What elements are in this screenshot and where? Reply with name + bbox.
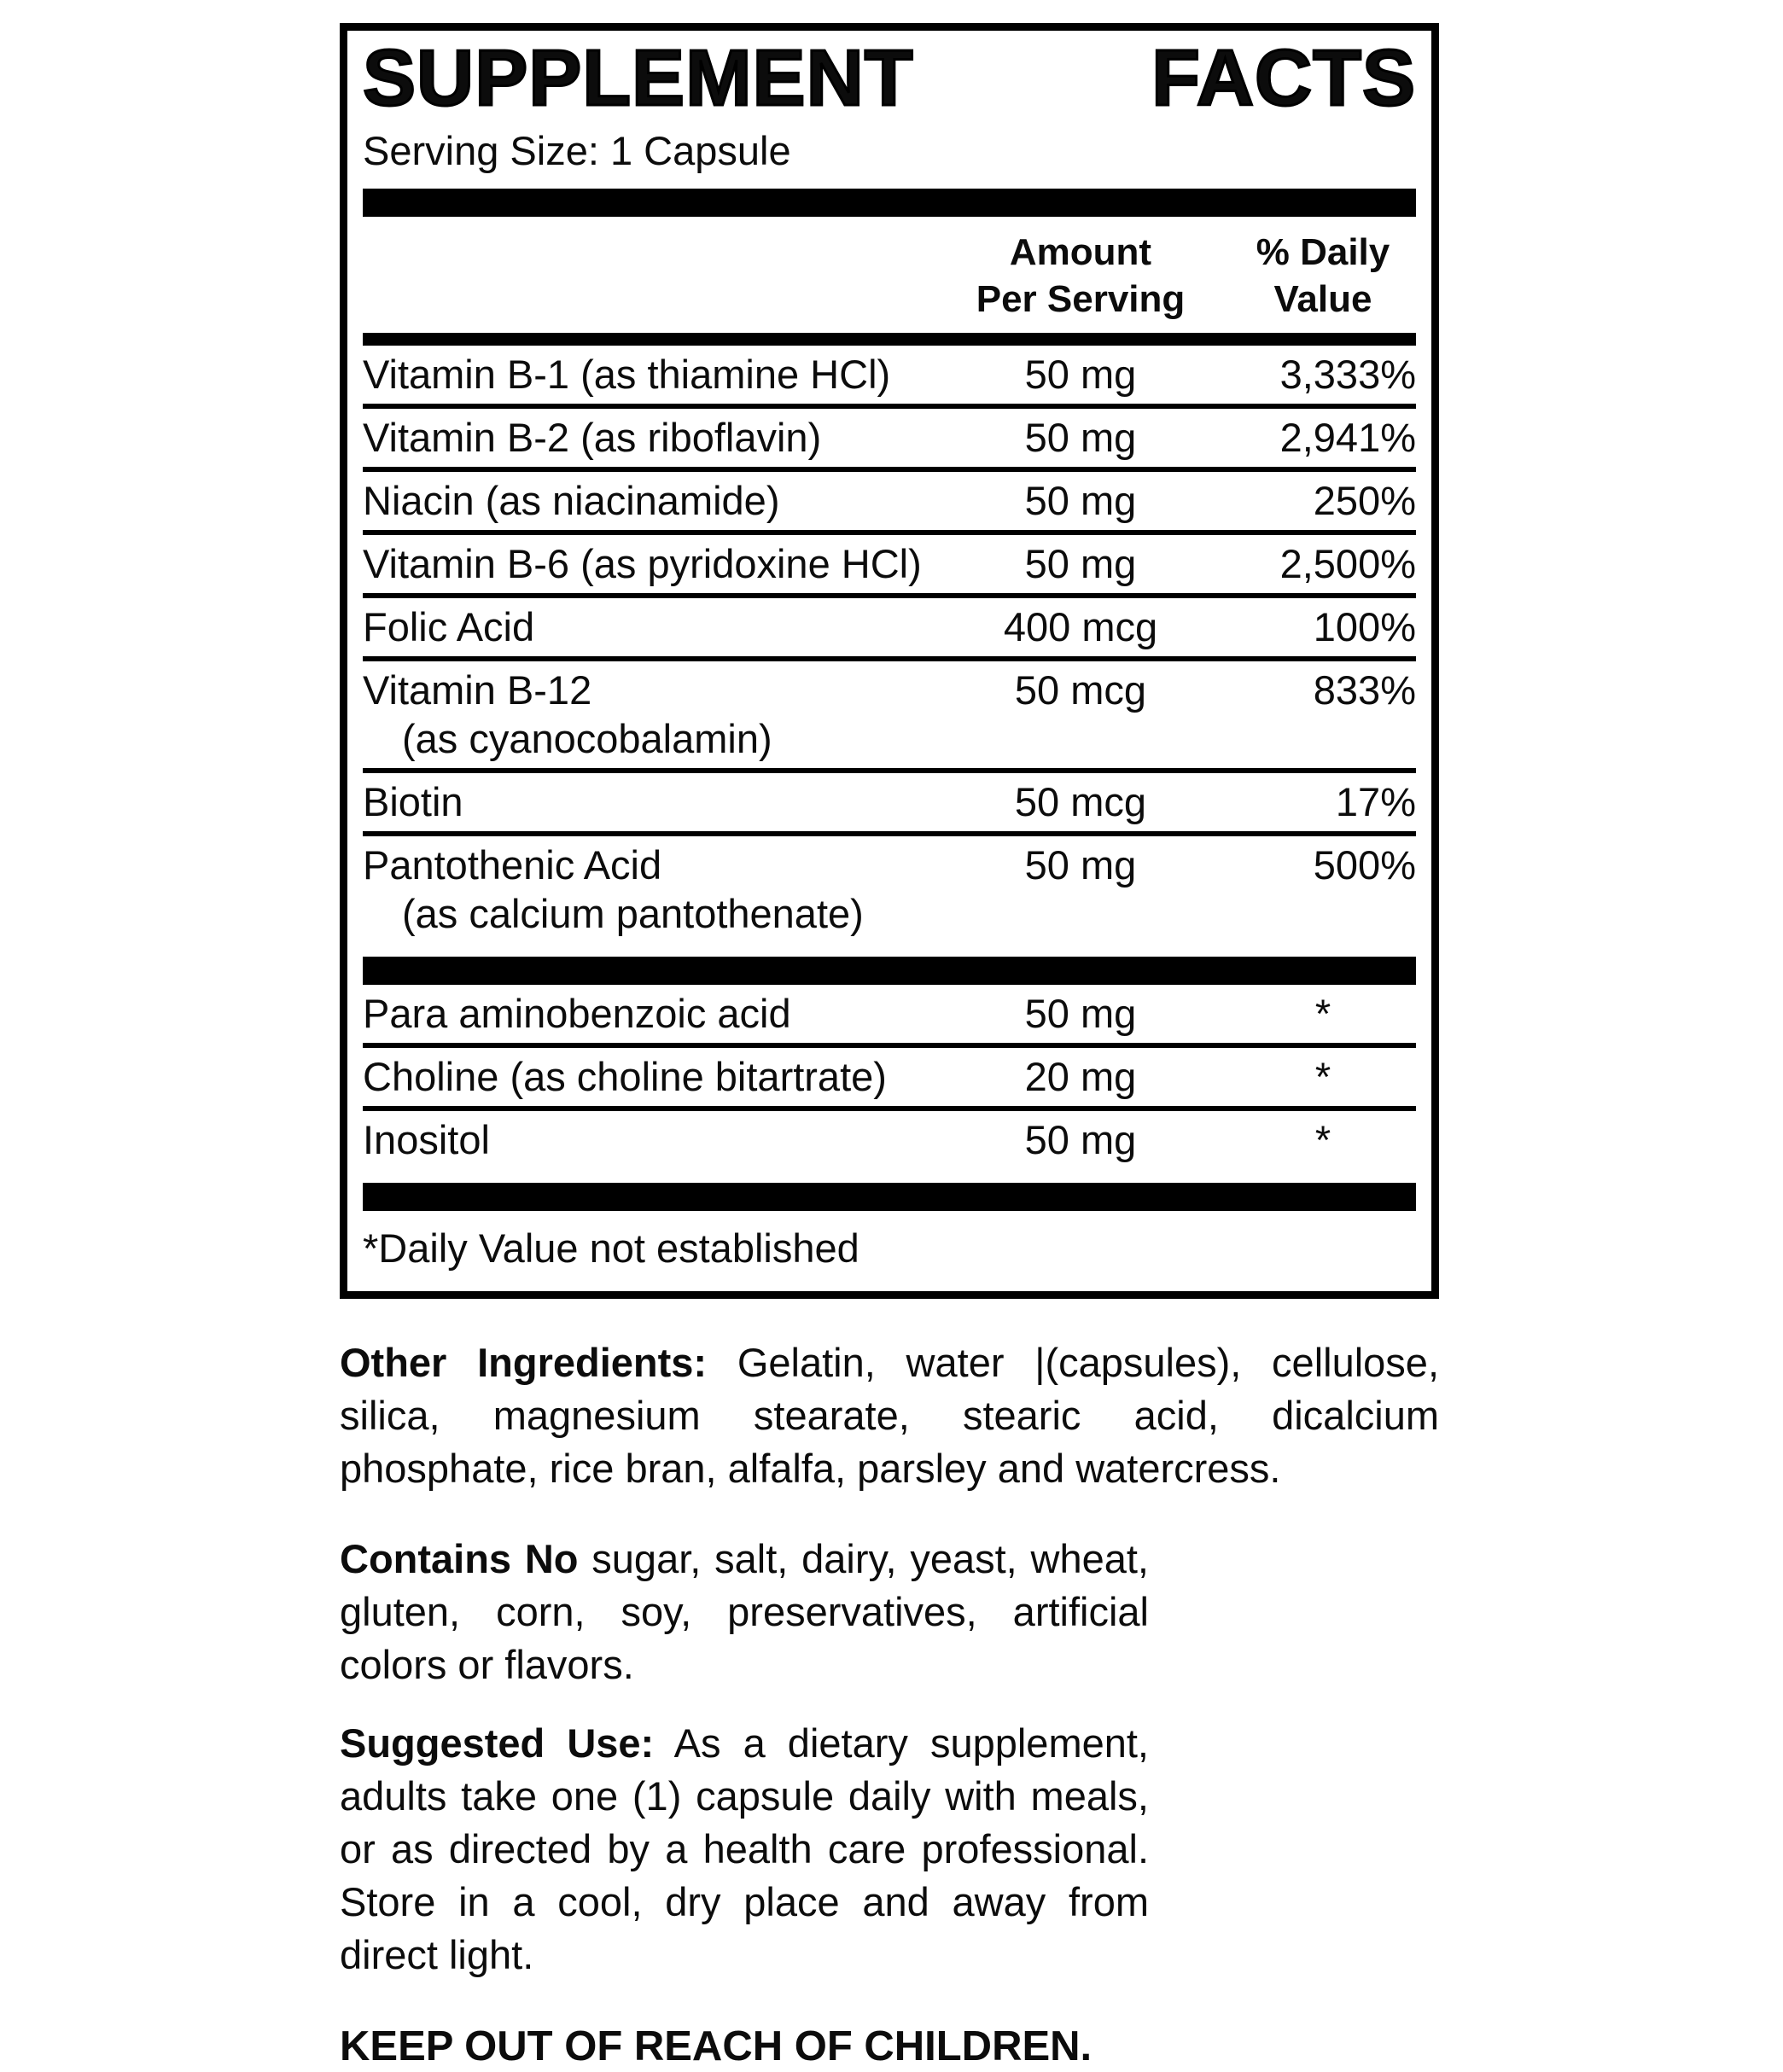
nutrient-name: Pantothenic Acid [363,841,662,888]
nutrient-dv-asterisk: * [1314,1053,1331,1099]
keep-out-of-reach-warning: KEEP OUT OF REACH OF CHILDREN. [340,2023,1093,2069]
nutrient-name: Choline (as choline bitartrate) [363,1053,887,1099]
nutrient-name: Vitamin B-6 (as pyridoxine HCl) [363,540,922,586]
nutrient-name: Vitamin B-1 (as thiamine HCl) [363,351,891,397]
nutrient-dv: 2,941% [1279,414,1416,460]
table-row: Choline (as choline bitartrate) 20 mg * [363,1042,1416,1106]
other-ingredients-label: Other Ingredients: [340,1339,708,1385]
nutrient-dv: 250% [1313,477,1416,523]
daily-value-footnote: *Daily Value not established [363,1225,859,1271]
table-row: Para aminobenzoic acid 50 mg * [363,985,1416,1043]
nutrient-dv: 2,500% [1279,540,1416,586]
nutrient-dv: 17% [1335,778,1416,824]
table-row: Vitamin B-6 (as pyridoxine HCl) 50 mg 2,… [363,529,1416,593]
nutrient-dv: 833% [1313,666,1416,713]
table-row: Inositol 50 mg * [363,1105,1416,1169]
nutrient-dv: 3,333% [1279,351,1416,397]
nutrient-name: Vitamin B-12 [363,666,592,713]
nutrient-amount: 50 mg [1024,990,1137,1036]
nutrient-dv: 500% [1313,841,1416,888]
nutrient-dv: 100% [1313,603,1416,649]
table-row: Niacin (as niacinamide) 50 mg 250% [363,466,1416,530]
nutrient-name-line2: (as calcium pantothenate) [402,890,864,936]
table-row: Vitamin B-2 (as riboflavin) 50 mg 2,941% [363,403,1416,467]
no-dv-rows-group: Para aminobenzoic acid 50 mg * Choline (… [363,985,1416,1169]
other-ingredients-paragraph: Other Ingredients: Gelatin, water |(caps… [340,1339,1439,1491]
nutrient-name: Niacin (as niacinamide) [363,477,780,523]
table-row: Folic Acid 400 mcg 100% [363,592,1416,656]
nutrient-dv-asterisk: * [1314,990,1331,1036]
nutrient-amount: 50 mg [1024,414,1137,460]
nutrient-name-line2: (as cyanocobalamin) [402,715,772,761]
divider-bar-top [363,188,1416,217]
vitamin-rows-group: Vitamin B-1 (as thiamine HCl) 50 mg 3,33… [363,346,1416,943]
nutrient-name: Vitamin B-2 (as riboflavin) [363,414,822,460]
table-row: Vitamin B-12 (as cyanocobalamin) 50 mcg … [363,655,1416,768]
column-header-row: Amount Per Serving % Daily Value [363,217,1416,346]
nutrient-amount: 50 mg [1024,1116,1137,1162]
supplement-label: SUPPLEMENT FACTS Serving Size: 1 Capsule… [340,23,1439,2072]
divider-bar-middle [363,956,1416,985]
daily-value-column-header: % Daily Value [1256,230,1390,320]
nutrient-amount: 400 mcg [1003,603,1158,649]
nutrient-dv-asterisk: * [1314,1116,1331,1162]
nutrient-amount: 50 mg [1024,540,1137,586]
nutrient-amount: 50 mg [1024,477,1137,523]
supplement-facts-box: SUPPLEMENT FACTS Serving Size: 1 Capsule… [340,23,1439,1299]
nutrient-amount: 50 mg [1024,351,1137,397]
nutrient-name: Para aminobenzoic acid [363,990,791,1036]
serving-size: Serving Size: 1 Capsule [363,127,791,173]
nutrient-name: Biotin [363,778,463,824]
table-row: Vitamin B-1 (as thiamine HCl) 50 mg 3,33… [363,346,1416,404]
nutrient-amount: 20 mg [1024,1053,1137,1099]
panel-title: SUPPLEMENT FACTS [362,33,1417,122]
nutrient-name: Folic Acid [363,603,535,649]
amount-column-header: Amount Per Serving [976,230,1186,320]
contains-no-label: Contains No [340,1535,579,1581]
contains-no-paragraph: Contains No sugar, salt, dairy, yeast, w… [340,1535,1149,1687]
table-row: Pantothenic Acid (as calcium pantothenat… [363,830,1416,943]
divider-bar-bottom [363,1182,1416,1211]
suggested-use-label: Suggested Use: [340,1720,655,1766]
nutrient-amount: 50 mcg [1014,666,1147,713]
nutrient-amount: 50 mcg [1014,778,1147,824]
nutrient-amount: 50 mg [1024,841,1137,888]
suggested-use-paragraph: Suggested Use: As a dietary supplement, … [340,1720,1149,1977]
table-row: Biotin 50 mcg 17% [363,767,1416,831]
nutrient-name: Inositol [363,1116,490,1162]
